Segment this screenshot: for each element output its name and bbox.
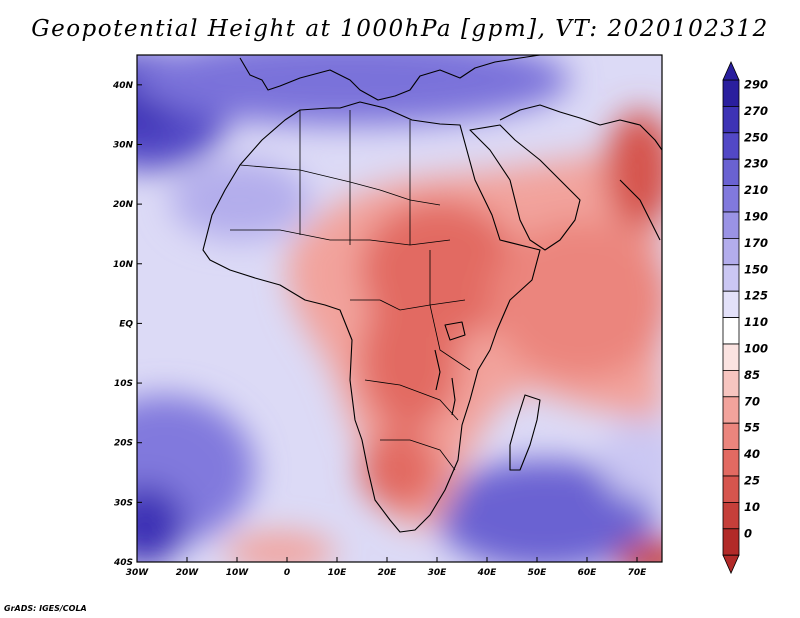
plot-frame (136, 54, 663, 563)
border-east (429, 250, 471, 371)
colorbar-swatch (722, 237, 740, 266)
colorbar-swatch (722, 211, 740, 239)
europe-coastline (239, 55, 541, 101)
map-title: Geopotential Height at 1000hPa [gpm], VT… (31, 16, 769, 42)
colorbar-label: 110 (744, 315, 768, 329)
colorbar-swatch (722, 158, 740, 186)
colorbar-label: 0 (744, 526, 752, 540)
madagascar-coastline (509, 394, 541, 471)
colorbar-bottom-arrow (722, 554, 740, 575)
colorbar-swatch (722, 264, 740, 292)
border-south-africa (380, 439, 456, 471)
asia-coastline (499, 104, 662, 151)
high-mediterranean (137, 55, 570, 125)
low-central-africa (360, 290, 460, 430)
y-tick-label: 20N (113, 200, 134, 210)
colorbar-label: 170 (744, 236, 768, 250)
x-tick-label: 20E (378, 568, 398, 578)
x-tick-label: 10E (328, 568, 348, 578)
colorbar-label: 10 (744, 500, 760, 514)
country-borders (230, 110, 471, 471)
colorbar-swatch (722, 290, 740, 319)
low-southwest-asia (605, 110, 662, 230)
credit-text: GrADS: IGES/COLA (4, 604, 87, 613)
low-southwest-ocean (225, 532, 335, 562)
y-tick-label: 10N (113, 260, 134, 270)
colorbar-label: 150 (744, 262, 768, 276)
colorbar-swatch (722, 449, 740, 477)
colorbar-label: 290 (744, 78, 768, 92)
colorbar-swatch (722, 79, 740, 107)
x-tick-label: 30W (126, 568, 150, 578)
colorbar-label: 85 (744, 368, 760, 382)
coastlines (202, 55, 662, 533)
x-tick-label: 40E (477, 568, 498, 578)
y-tick-label: 30S (114, 498, 133, 508)
x-tick-label: 20W (176, 568, 200, 578)
colorbar-swatch (722, 396, 740, 424)
x-tick-label: 70E (628, 568, 648, 578)
colorbar-label: 270 (744, 104, 768, 118)
colorbar-label: 190 (744, 210, 768, 224)
colorbar-label: 25 (744, 474, 760, 488)
high-indian-ocean (435, 460, 655, 562)
colorbar-swatch (722, 106, 740, 134)
y-tick-label: EQ (119, 319, 133, 329)
colorbar-swatch (722, 369, 740, 398)
y-tick-label: 40N (112, 81, 134, 91)
colorbar-label: 100 (744, 342, 768, 356)
x-tick-label: 0 (284, 568, 290, 578)
colorbar-swatch (722, 501, 740, 530)
border-north-sahara (239, 164, 441, 206)
y-tick-label: 40S (113, 558, 133, 568)
colorbar-label: 210 (744, 183, 768, 197)
border-southern (364, 379, 459, 421)
y-tick-label: 20S (114, 439, 133, 449)
colorbar-swatch (722, 317, 740, 345)
colorbar-swatch (722, 475, 740, 503)
low-southern-africa (360, 430, 440, 510)
x-tick-label: 60E (578, 568, 598, 578)
colorbar-swatch (722, 132, 740, 160)
high-west-africa (170, 160, 310, 240)
low-southern-ocean (615, 540, 662, 562)
low-arabian-sea (490, 220, 662, 380)
x-axis: 30W 20W 10W 0 10E 20E 30E 40E 50E 60E 70E (126, 557, 647, 578)
y-tick-label: 30N (113, 140, 134, 150)
high-south-atlantic-core (137, 485, 185, 562)
colorbar-swatch (722, 528, 740, 556)
india-coastline (619, 179, 661, 241)
colorbar-label: 230 (744, 157, 768, 171)
lake-victoria (444, 321, 466, 341)
lake-tanganyika (434, 349, 441, 391)
africa-coastline (202, 101, 541, 533)
colorbar: 2902702502302101901701501251101008570554… (722, 61, 768, 575)
colorbar-swatch (722, 422, 740, 451)
x-tick-label: 10W (226, 568, 250, 578)
high-east (600, 420, 662, 500)
border-central (350, 299, 466, 311)
colorbar-swatch (722, 343, 740, 371)
x-tick-label: 30E (428, 568, 448, 578)
colorbar-label: 70 (744, 394, 760, 408)
lake-malawi (451, 377, 456, 416)
heatmap-field (137, 55, 662, 562)
colorbar-label: 40 (743, 447, 760, 461)
colorbar-label: 125 (744, 289, 768, 303)
colorbar-top-arrow (722, 61, 740, 81)
colorbar-label: 55 (744, 421, 760, 435)
arabian-peninsula-coastline (469, 124, 581, 251)
colorbar-label: 250 (744, 130, 768, 144)
colorbar-swatch (722, 185, 740, 213)
x-tick-label: 50E (528, 568, 548, 578)
y-tick-label: 10S (114, 379, 133, 389)
y-axis: 40N 30N 20N 10N EQ 10S 20S 30S 40S (112, 81, 142, 568)
